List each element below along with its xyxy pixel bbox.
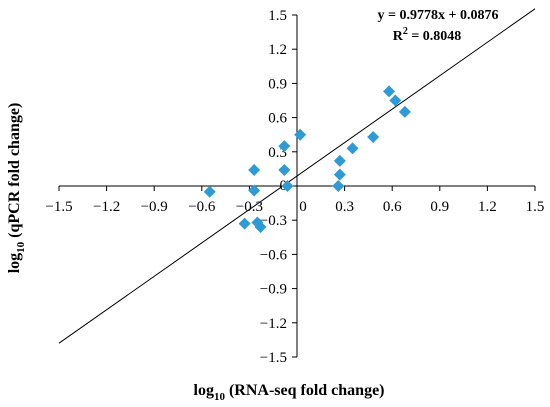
x-tick-label: 0.6	[383, 199, 402, 215]
y-tick-label: 0.6	[268, 111, 287, 127]
equation-annotation: y = 0.9778x + 0.0876	[378, 8, 499, 23]
y-tick-labels: −1.5−1.2−0.9−0.6−0.300.30.60.91.21.5	[260, 8, 288, 366]
y-tick-label: −1.5	[260, 350, 287, 366]
r-squared-prefix: R	[393, 29, 404, 44]
tick-marks	[58, 14, 536, 358]
data-point-diamond	[278, 140, 291, 153]
data-point-diamond	[332, 180, 345, 192]
data-point-diamond	[333, 168, 346, 181]
x-tick-labels: −1.5 −1.2 −0.9 −0.6 −0.3 0 0.3 0.6 0.9 1.2 1.5	[45, 199, 544, 215]
trendline	[58, 8, 536, 344]
data-point-diamond	[248, 164, 261, 177]
x-tick-label: 0	[299, 199, 307, 215]
data-point-diamond	[278, 164, 291, 177]
x-tick-label: −1.2	[93, 199, 120, 215]
y-tick-label: 1.5	[268, 8, 287, 24]
data-point-diamond	[254, 221, 267, 234]
y-tick-label: −1.2	[260, 316, 287, 332]
data-point-diamond	[281, 180, 294, 192]
data-point-diamond	[248, 184, 261, 197]
y-tick-label: −0.6	[260, 247, 288, 263]
data-point-diamond	[346, 142, 359, 155]
x-tick-label: −0.6	[188, 199, 216, 215]
y-tick-label: 1.2	[268, 42, 287, 58]
x-axis-title-log: log	[194, 382, 214, 399]
y-axis-title-subscript: 10	[15, 241, 27, 253]
y-tick-label: 0.9	[268, 76, 287, 92]
x-tick-label: −1.5	[45, 199, 72, 215]
y-axis-title-log: log	[6, 253, 23, 273]
x-axis-title-rest: (RNA-seq fold change)	[225, 382, 385, 399]
y-tick-label: −0.3	[260, 213, 287, 229]
x-tick-label: 0.3	[335, 199, 354, 215]
data-point-diamond	[383, 85, 396, 98]
data-point-diamond	[294, 128, 307, 141]
trendline-layer	[58, 8, 536, 344]
r-squared-value: = 0.8048	[408, 29, 461, 44]
r-squared-annotation: R2 = 0.8048	[393, 26, 462, 44]
x-tick-label: −0.9	[141, 199, 168, 215]
x-tick-label: 1.5	[526, 199, 545, 215]
x-tick-label: −0.3	[236, 199, 263, 215]
data-point-diamond	[367, 130, 380, 143]
x-axis-title: log10 (RNA-seq fold change)	[194, 382, 385, 403]
y-axis-title: log10 (qPCR fold change)	[6, 103, 27, 274]
data-point-diamond	[238, 217, 251, 230]
data-point-diamond	[203, 185, 216, 198]
data-points	[203, 85, 411, 234]
data-point-diamond	[333, 154, 346, 167]
r-squared-superscript: 2	[403, 26, 408, 37]
x-tick-label: 0.9	[430, 199, 449, 215]
x-axis-title-subscript: 10	[214, 391, 226, 403]
data-point-diamond	[398, 105, 411, 118]
data-point-diamond	[389, 94, 402, 107]
x-tick-label: 1.2	[478, 199, 497, 215]
y-axis-title-rest: (qPCR fold change)	[6, 103, 23, 242]
y-tick-label: −0.9	[260, 282, 287, 298]
